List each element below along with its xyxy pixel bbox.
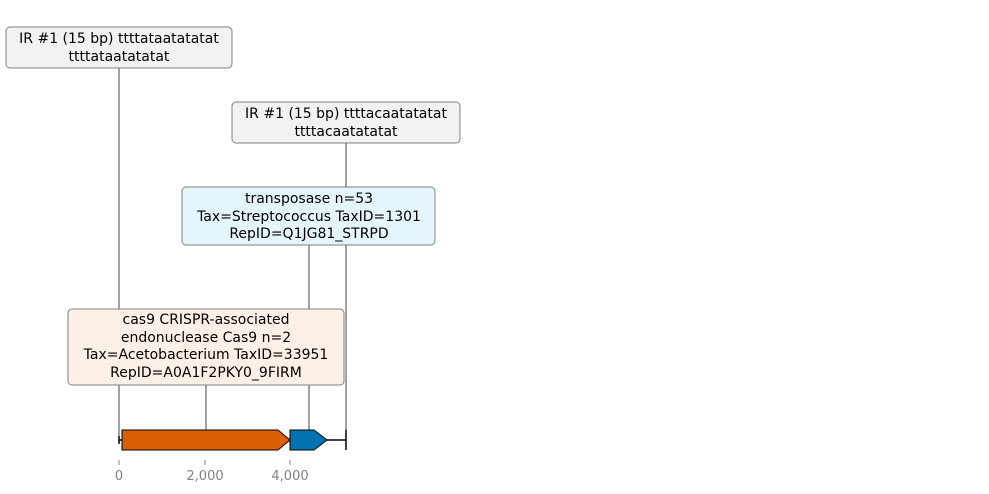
annotation-cas9-line-4: RepID=A0A1F2PKY0_9FIRM	[110, 365, 302, 381]
annotation-cas9-line-2: endonuclease Cas9 n=2	[121, 330, 291, 346]
gene-arrow-cas9	[121, 429, 291, 451]
annotation-transposase-line-2: Tax=Streptococcus TaxID=1301	[196, 209, 421, 225]
annotation-box-ir2: IR #1 (15 bp) ttttacaatatatat ttttacaata…	[231, 101, 461, 144]
annotation-box-ir1: IR #1 (15 bp) ttttataatatatat ttttataata…	[5, 26, 233, 69]
annotation-ir1-line-1: IR #1 (15 bp) ttttataatatatat	[19, 31, 219, 47]
x-axis-tick-label-2000: 2,000	[186, 469, 223, 484]
annotation-ir2-line-1: IR #1 (15 bp) ttttacaatatatat	[245, 106, 447, 122]
annotation-cas9-line-3: Tax=Acetobacterium TaxID=33951	[83, 347, 329, 363]
annotation-box-transposase: transposase n=53 Tax=Streptococcus TaxID…	[181, 186, 436, 246]
x-axis-tick-label-4000: 4,000	[271, 469, 308, 484]
annotation-box-cas9: cas9 CRISPR-associated endonuclease Cas9…	[67, 308, 345, 386]
annotation-transposase-line-3: RepID=Q1JG81_STRPD	[229, 226, 388, 242]
annotation-ir2-line-2: ttttacaatatatat	[294, 124, 398, 140]
annotation-transposase-line-1: transposase n=53	[245, 191, 373, 207]
gene-arrow-transposase	[289, 429, 328, 451]
annotation-ir1-line-2: ttttataatatatat	[69, 49, 170, 65]
annotation-cas9-line-1: cas9 CRISPR-associated	[123, 312, 290, 328]
x-axis-tick-label-0: 0	[115, 469, 123, 484]
annotation-box-ir2-bg	[231, 101, 461, 144]
annotation-box-transposase-bg	[181, 186, 436, 246]
annotation-box-cas9-bg	[67, 308, 345, 386]
annotation-box-ir1-bg	[5, 26, 233, 69]
